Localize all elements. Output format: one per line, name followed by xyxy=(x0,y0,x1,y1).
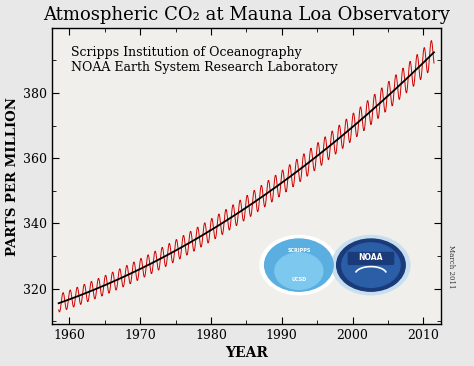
Text: SCRIPPS: SCRIPPS xyxy=(287,248,310,253)
Text: Scripps Institution of Oceanography
NOAA Earth System Research Laboratory: Scripps Institution of Oceanography NOAA… xyxy=(71,46,338,74)
FancyBboxPatch shape xyxy=(347,252,394,265)
Text: UCSD: UCSD xyxy=(292,277,307,282)
Circle shape xyxy=(275,253,323,289)
Text: NOAA: NOAA xyxy=(359,253,383,262)
Circle shape xyxy=(337,239,405,291)
Circle shape xyxy=(332,235,410,295)
Circle shape xyxy=(342,243,400,287)
Text: March 2011: March 2011 xyxy=(447,245,455,289)
Title: Atmospheric CO₂ at Mauna Loa Observatory: Atmospheric CO₂ at Mauna Loa Observatory xyxy=(43,5,450,23)
Circle shape xyxy=(260,235,338,295)
Y-axis label: PARTS PER MILLION: PARTS PER MILLION xyxy=(6,97,18,255)
X-axis label: YEAR: YEAR xyxy=(225,347,268,361)
Circle shape xyxy=(264,239,333,291)
